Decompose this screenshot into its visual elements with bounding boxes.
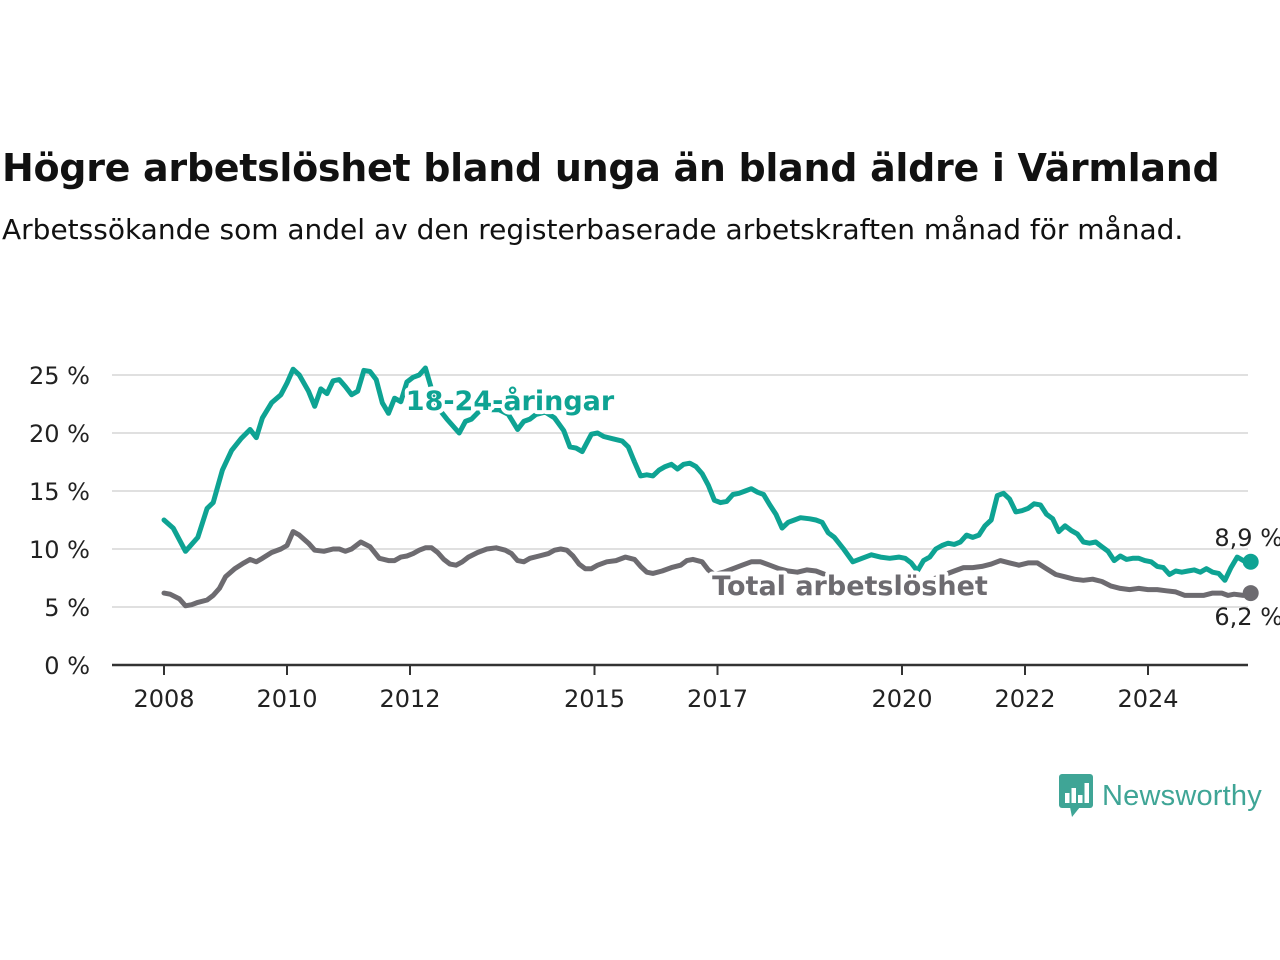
end-value-label-young: 8,9 % (1214, 524, 1280, 552)
y-tick-label: 20 % (29, 420, 90, 448)
series-labels: 18-24-åringar Total arbetslöshet 8,9 % 6,2 … (402, 381, 1280, 631)
line-chart: 0 %5 %10 %15 %20 %25 % 2008 2010 2012 2015 2… (29, 362, 1280, 713)
series-name-label-young: 18-24-åringar (406, 385, 615, 417)
y-tick-label: 5 % (44, 594, 90, 622)
x-tick-label: 2024 (1117, 685, 1178, 713)
x-tick-label: 2022 (994, 685, 1055, 713)
y-tick-label: 15 % (29, 478, 90, 506)
series-lines (161, 365, 1259, 609)
y-tick-label: 10 % (29, 536, 90, 564)
chart-subtitle: Arbetssökande som andel av den registerb… (2, 213, 1184, 246)
series-name-label-total: Total arbetslöshet (712, 571, 988, 602)
x-tick-label: 2012 (379, 685, 440, 713)
newsworthy-logo: Newsworthy (1058, 772, 1262, 820)
grid-lines (112, 374, 1248, 608)
x-tick-label: 2017 (687, 685, 748, 713)
x-tick-label: 2015 (564, 685, 625, 713)
x-tick-label: 2010 (256, 685, 317, 713)
x-axis: 2008 2010 2012 2015 2017 2020 2022 2024 (112, 663, 1248, 713)
x-tick-label: 2020 (871, 685, 932, 713)
y-axis-tick-labels: 0 % 5 % 10 % 15 % 20 % 25 % (29, 362, 90, 680)
y-tick-label: 0 % (44, 652, 90, 680)
end-value-label-total: 6,2 % (1214, 603, 1280, 631)
x-tick-label: 2008 (133, 685, 194, 713)
bar-chart-speech-bubble-icon (1059, 774, 1093, 817)
y-tick-label: 25 % (29, 362, 90, 390)
end-point-young (1242, 553, 1259, 570)
end-point-total (1242, 585, 1259, 602)
series-line-young (161, 365, 1254, 583)
series-line-total (161, 529, 1254, 609)
brand-name: Newsworthy (1102, 779, 1262, 812)
chart-title: Högre arbetslöshet bland unga än bland ä… (2, 146, 1220, 190)
